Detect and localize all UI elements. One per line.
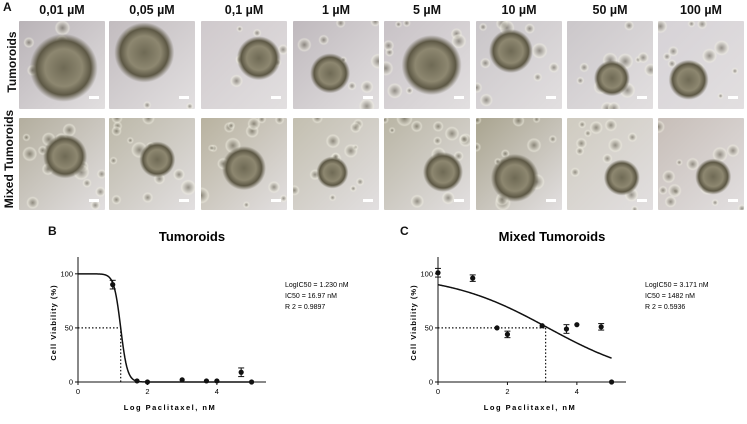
data-point	[144, 379, 151, 385]
data-point	[134, 378, 140, 384]
stat-logic: LogIC50 = 3.171 nM	[645, 282, 709, 289]
data-point	[470, 275, 476, 281]
row-label-tumoroids: Tumoroids	[5, 31, 19, 93]
data-point	[598, 324, 604, 330]
micrograph-mixed-tumoroid	[658, 118, 744, 210]
data-point	[110, 282, 116, 288]
data-point	[574, 322, 580, 328]
chart-mixed-tumoroids: Mixed Tumoroids 0 50 100 0 2 4 Log Paclitaxel, …	[409, 229, 709, 412]
scale-bar	[271, 199, 281, 202]
micrograph-mixed-tumoroid	[567, 118, 653, 210]
data-point	[214, 378, 220, 384]
fit-curve	[437, 283, 612, 359]
data-point	[435, 270, 441, 276]
scale-bar	[89, 199, 99, 202]
micrograph-mixed-tumoroid	[384, 118, 470, 210]
micrograph-mixed-tumoroid	[109, 118, 195, 210]
y-tick-label: 100	[60, 269, 73, 278]
micrograph-tumoroid	[19, 21, 105, 109]
scale-bar	[546, 199, 556, 202]
concentration-label: 1 µM	[321, 3, 351, 17]
concentration-label: 0,1 µM	[224, 3, 264, 17]
concentration-label: 10 µM	[501, 3, 537, 17]
data-point	[563, 326, 570, 332]
fit-curve	[78, 273, 252, 383]
scale-bar	[728, 199, 738, 202]
y-tick-label: 0	[429, 378, 433, 387]
stat-logic: LogIC50 = 1.230 nM	[285, 282, 349, 289]
scale-bar	[179, 199, 189, 202]
data-point	[179, 377, 185, 383]
micrograph-mixed-tumoroid	[19, 118, 105, 210]
scale-bar	[271, 96, 281, 99]
chart-title: Tumoroids	[159, 229, 225, 244]
panel-b-letter: B	[48, 224, 57, 238]
data-point	[539, 323, 545, 329]
scale-bar	[363, 199, 373, 202]
micrograph-tumoroid	[109, 21, 195, 109]
stat-r2: R 2 = 0.9897	[285, 304, 325, 311]
x-tick-label: 2	[505, 387, 509, 396]
row-label-mixed-tumoroids: Mixed Tumoroids	[2, 109, 16, 209]
scale-bar	[546, 96, 556, 99]
data-point	[238, 369, 244, 375]
concentration-label: 0,01 µM	[39, 3, 85, 17]
micrograph-tumoroid	[658, 21, 744, 109]
concentration-label: 100 µM	[680, 3, 722, 17]
chart-title: Mixed Tumoroids	[499, 229, 606, 244]
x-tick-label: 0	[76, 387, 80, 396]
y-tick-label: 50	[425, 323, 433, 332]
scale-bar	[363, 96, 373, 99]
x-tick-label: 2	[145, 387, 149, 396]
micrograph-mixed-tumoroid	[293, 118, 379, 210]
x-axis-label: Log Paclitaxel, nM	[124, 403, 216, 412]
scale-bar	[454, 199, 464, 202]
scale-bar	[89, 96, 99, 99]
data-point	[608, 379, 615, 385]
micrograph-mixed-tumoroid	[476, 118, 562, 210]
panel-a-letter: A	[3, 0, 12, 14]
x-tick-label: 4	[215, 387, 219, 396]
x-tick-label: 0	[436, 387, 440, 396]
x-tick-label: 4	[575, 387, 579, 396]
scale-bar	[454, 96, 464, 99]
data-point	[203, 378, 210, 384]
y-tick-label: 0	[69, 378, 73, 387]
y-tick-label: 50	[65, 323, 73, 332]
data-point	[248, 379, 255, 385]
data-point	[494, 325, 500, 331]
concentration-label: 5 µM	[412, 3, 442, 17]
stat-ic: IC50 = 16.97 nM	[285, 293, 337, 300]
y-axis-label: Cell Viability (%)	[409, 284, 418, 360]
micrograph-tumoroid	[476, 21, 562, 109]
y-tick-label: 100	[420, 269, 433, 278]
x-axis-label: Log Paclitaxel, nM	[484, 403, 576, 412]
y-axis-label: Cell Viability (%)	[49, 284, 58, 360]
micrograph-tumoroid	[201, 21, 287, 109]
scale-bar	[637, 96, 647, 99]
concentration-label: 0,05 µM	[129, 3, 175, 17]
panel-c-letter: C	[400, 224, 409, 238]
stat-r2: R 2 = 0.5936	[645, 304, 685, 311]
scale-bar	[637, 199, 647, 202]
micrograph-tumoroid	[384, 21, 470, 109]
stat-ic: IC50 = 1482 nM	[645, 293, 695, 300]
concentration-label: 50 µM	[592, 3, 628, 17]
chart-tumoroids: Tumoroids 0 50 100 0 2 4 Log Paclitaxel, nM Cell…	[49, 229, 349, 412]
scale-bar	[728, 96, 738, 99]
micrograph-tumoroid	[293, 21, 379, 109]
micrograph-mixed-tumoroid	[201, 118, 287, 210]
micrograph-tumoroid	[567, 21, 653, 109]
data-point	[504, 331, 511, 337]
scale-bar	[179, 96, 189, 99]
